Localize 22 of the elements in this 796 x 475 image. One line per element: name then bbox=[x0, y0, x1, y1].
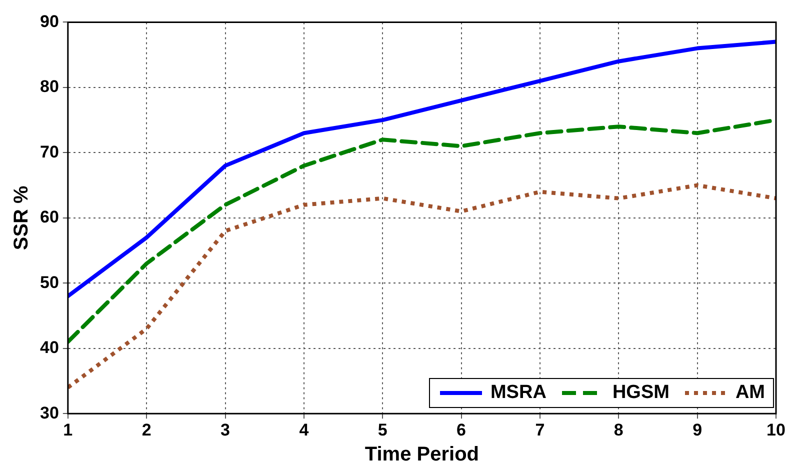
x-tick-label: 3 bbox=[220, 420, 230, 440]
y-axis-title: SSR % bbox=[10, 185, 33, 250]
x-tick-label: 9 bbox=[692, 420, 702, 440]
x-tick-label: 10 bbox=[766, 420, 786, 440]
legend-label: HGSM bbox=[612, 382, 670, 404]
x-tick-label: 2 bbox=[142, 420, 152, 440]
x-tick-label: 5 bbox=[378, 420, 388, 440]
x-tick-label: 4 bbox=[299, 420, 310, 440]
y-tick-label: 60 bbox=[40, 208, 59, 227]
y-tick-label: 90 bbox=[40, 12, 59, 31]
y-tick-label: 30 bbox=[40, 403, 59, 422]
y-tick-label: 50 bbox=[40, 272, 59, 292]
legend-label: AM bbox=[735, 382, 765, 404]
x-tick-label: 6 bbox=[456, 420, 466, 440]
y-tick-label: 80 bbox=[40, 77, 59, 96]
legend-label: MSRA bbox=[490, 382, 546, 404]
y-tick-label: 70 bbox=[40, 142, 59, 162]
x-tick-label: 7 bbox=[535, 420, 545, 440]
y-tick-label: 40 bbox=[40, 338, 59, 358]
x-axis-title: Time Period bbox=[364, 444, 480, 466]
x-tick-label: 8 bbox=[614, 420, 624, 440]
x-tick-label: 1 bbox=[63, 420, 73, 440]
